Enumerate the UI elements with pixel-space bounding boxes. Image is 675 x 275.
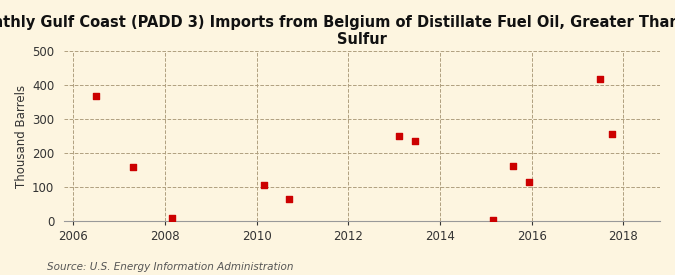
Point — [258, 183, 269, 187]
Title: Monthly Gulf Coast (PADD 3) Imports from Belgium of Distillate Fuel Oil, Greater: Monthly Gulf Coast (PADD 3) Imports from… — [0, 15, 675, 47]
Text: Source: U.S. Energy Information Administration: Source: U.S. Energy Information Administ… — [47, 262, 294, 272]
Point — [128, 165, 138, 169]
Point — [167, 216, 178, 220]
Point — [606, 131, 617, 136]
Point — [284, 197, 294, 202]
Point — [487, 218, 498, 222]
Point — [508, 164, 518, 169]
Point — [409, 139, 420, 143]
Point — [394, 134, 404, 138]
Y-axis label: Thousand Barrels: Thousand Barrels — [15, 85, 28, 188]
Point — [595, 76, 606, 81]
Point — [91, 94, 102, 98]
Point — [524, 180, 535, 184]
